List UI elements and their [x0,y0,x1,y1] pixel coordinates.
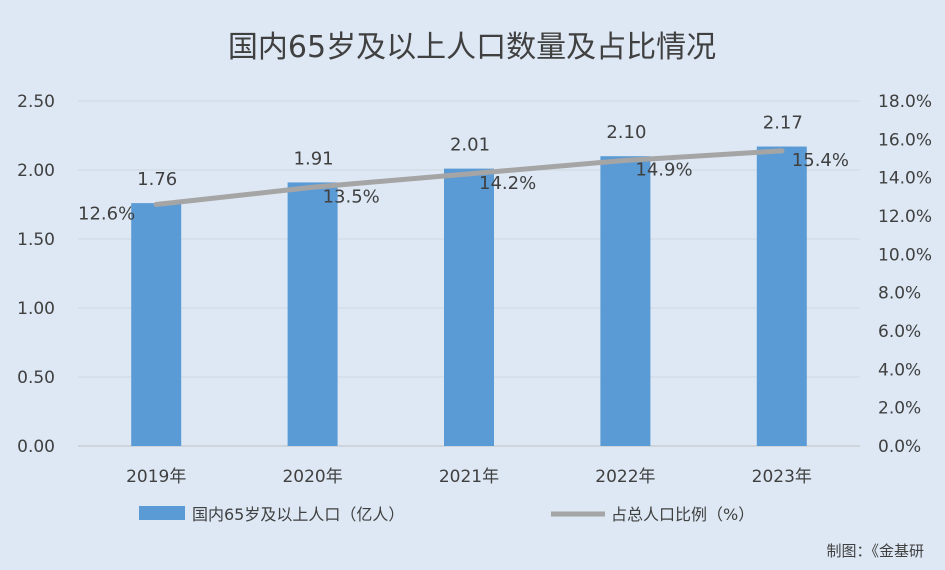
left-axis-tick-label: 1.50 [17,230,55,250]
bar-value-label: 2.10 [606,122,646,143]
left-axis-tick-label: 2.50 [17,92,55,112]
bar [756,146,807,447]
bar-value-label: 1.91 [294,148,334,169]
line-value-label: 14.9% [635,159,692,180]
right-axis-tick-label: 12.0% [878,207,932,227]
bar [287,182,338,447]
bar-data-labels: 1.76 1.91 2.01 2.10 2.17 [137,113,803,191]
x-axis-tick-label: 2019年 [126,467,186,487]
line-value-label: 12.6% [78,204,135,225]
left-axis-tick-label: 0.00 [17,437,55,457]
legend-bar-swatch [139,506,185,520]
legend: 国内65岁及以上人口（亿人） 占总人口比例（%） [139,505,754,524]
left-axis-ticks: 0.00 0.50 1.00 1.50 2.00 2.50 [17,92,55,457]
line-series [153,148,785,207]
right-axis-tick-label: 8.0% [878,284,921,304]
legend-bar-label: 国内65岁及以上人口（亿人） [192,505,404,524]
bar-series [131,146,807,447]
x-axis-tick-label: 2023年 [752,467,812,487]
x-axis-ticks: 2019年 2020年 2021年 2022年 2023年 [126,467,812,487]
x-axis-tick-label: 2022年 [595,467,655,487]
right-axis-tick-label: 16.0% [878,130,932,150]
right-axis-tick-label: 2.0% [878,399,921,419]
line-value-label: 14.2% [479,173,536,194]
right-axis-tick-label: 6.0% [878,322,921,342]
line-point [153,202,159,207]
line-point [466,171,472,177]
bar-value-label: 2.17 [763,113,803,134]
line-data-labels: 12.6% 13.5% 14.2% 14.9% 15.4% [78,150,849,225]
x-axis-tick-label: 2020年 [282,467,342,487]
line-point [622,157,628,163]
right-axis-tick-label: 10.0% [878,245,932,265]
line-value-label: 13.5% [323,186,380,207]
right-axis-tick-label: 0.0% [878,437,921,457]
bar-value-label: 2.01 [450,135,490,156]
chart-title: 国内65岁及以上人口数量及占比情况 [228,30,716,65]
right-axis-tick-label: 14.0% [878,169,932,189]
left-axis-tick-label: 0.50 [17,368,55,388]
right-axis-tick-label: 4.0% [878,360,921,380]
line-point [779,148,785,154]
bar [600,156,651,446]
line-value-label: 15.4% [792,150,849,171]
x-axis-tick-label: 2021年 [439,467,499,487]
line-point [310,184,316,190]
bar-value-label: 1.76 [137,169,177,190]
bar [444,168,494,446]
left-axis-tick-label: 1.00 [17,299,55,319]
right-axis-tick-label: 18.0% [878,92,932,112]
left-axis-tick-label: 2.00 [17,161,55,181]
bar [131,203,182,446]
source-note: 制图：《金基研 [826,542,924,560]
right-axis-ticks: 0.0% 2.0% 4.0% 6.0% 8.0% 10.0% 12.0% 14.0% 16.0%… [878,92,932,457]
legend-line-label: 占总人口比例（%） [611,505,754,524]
